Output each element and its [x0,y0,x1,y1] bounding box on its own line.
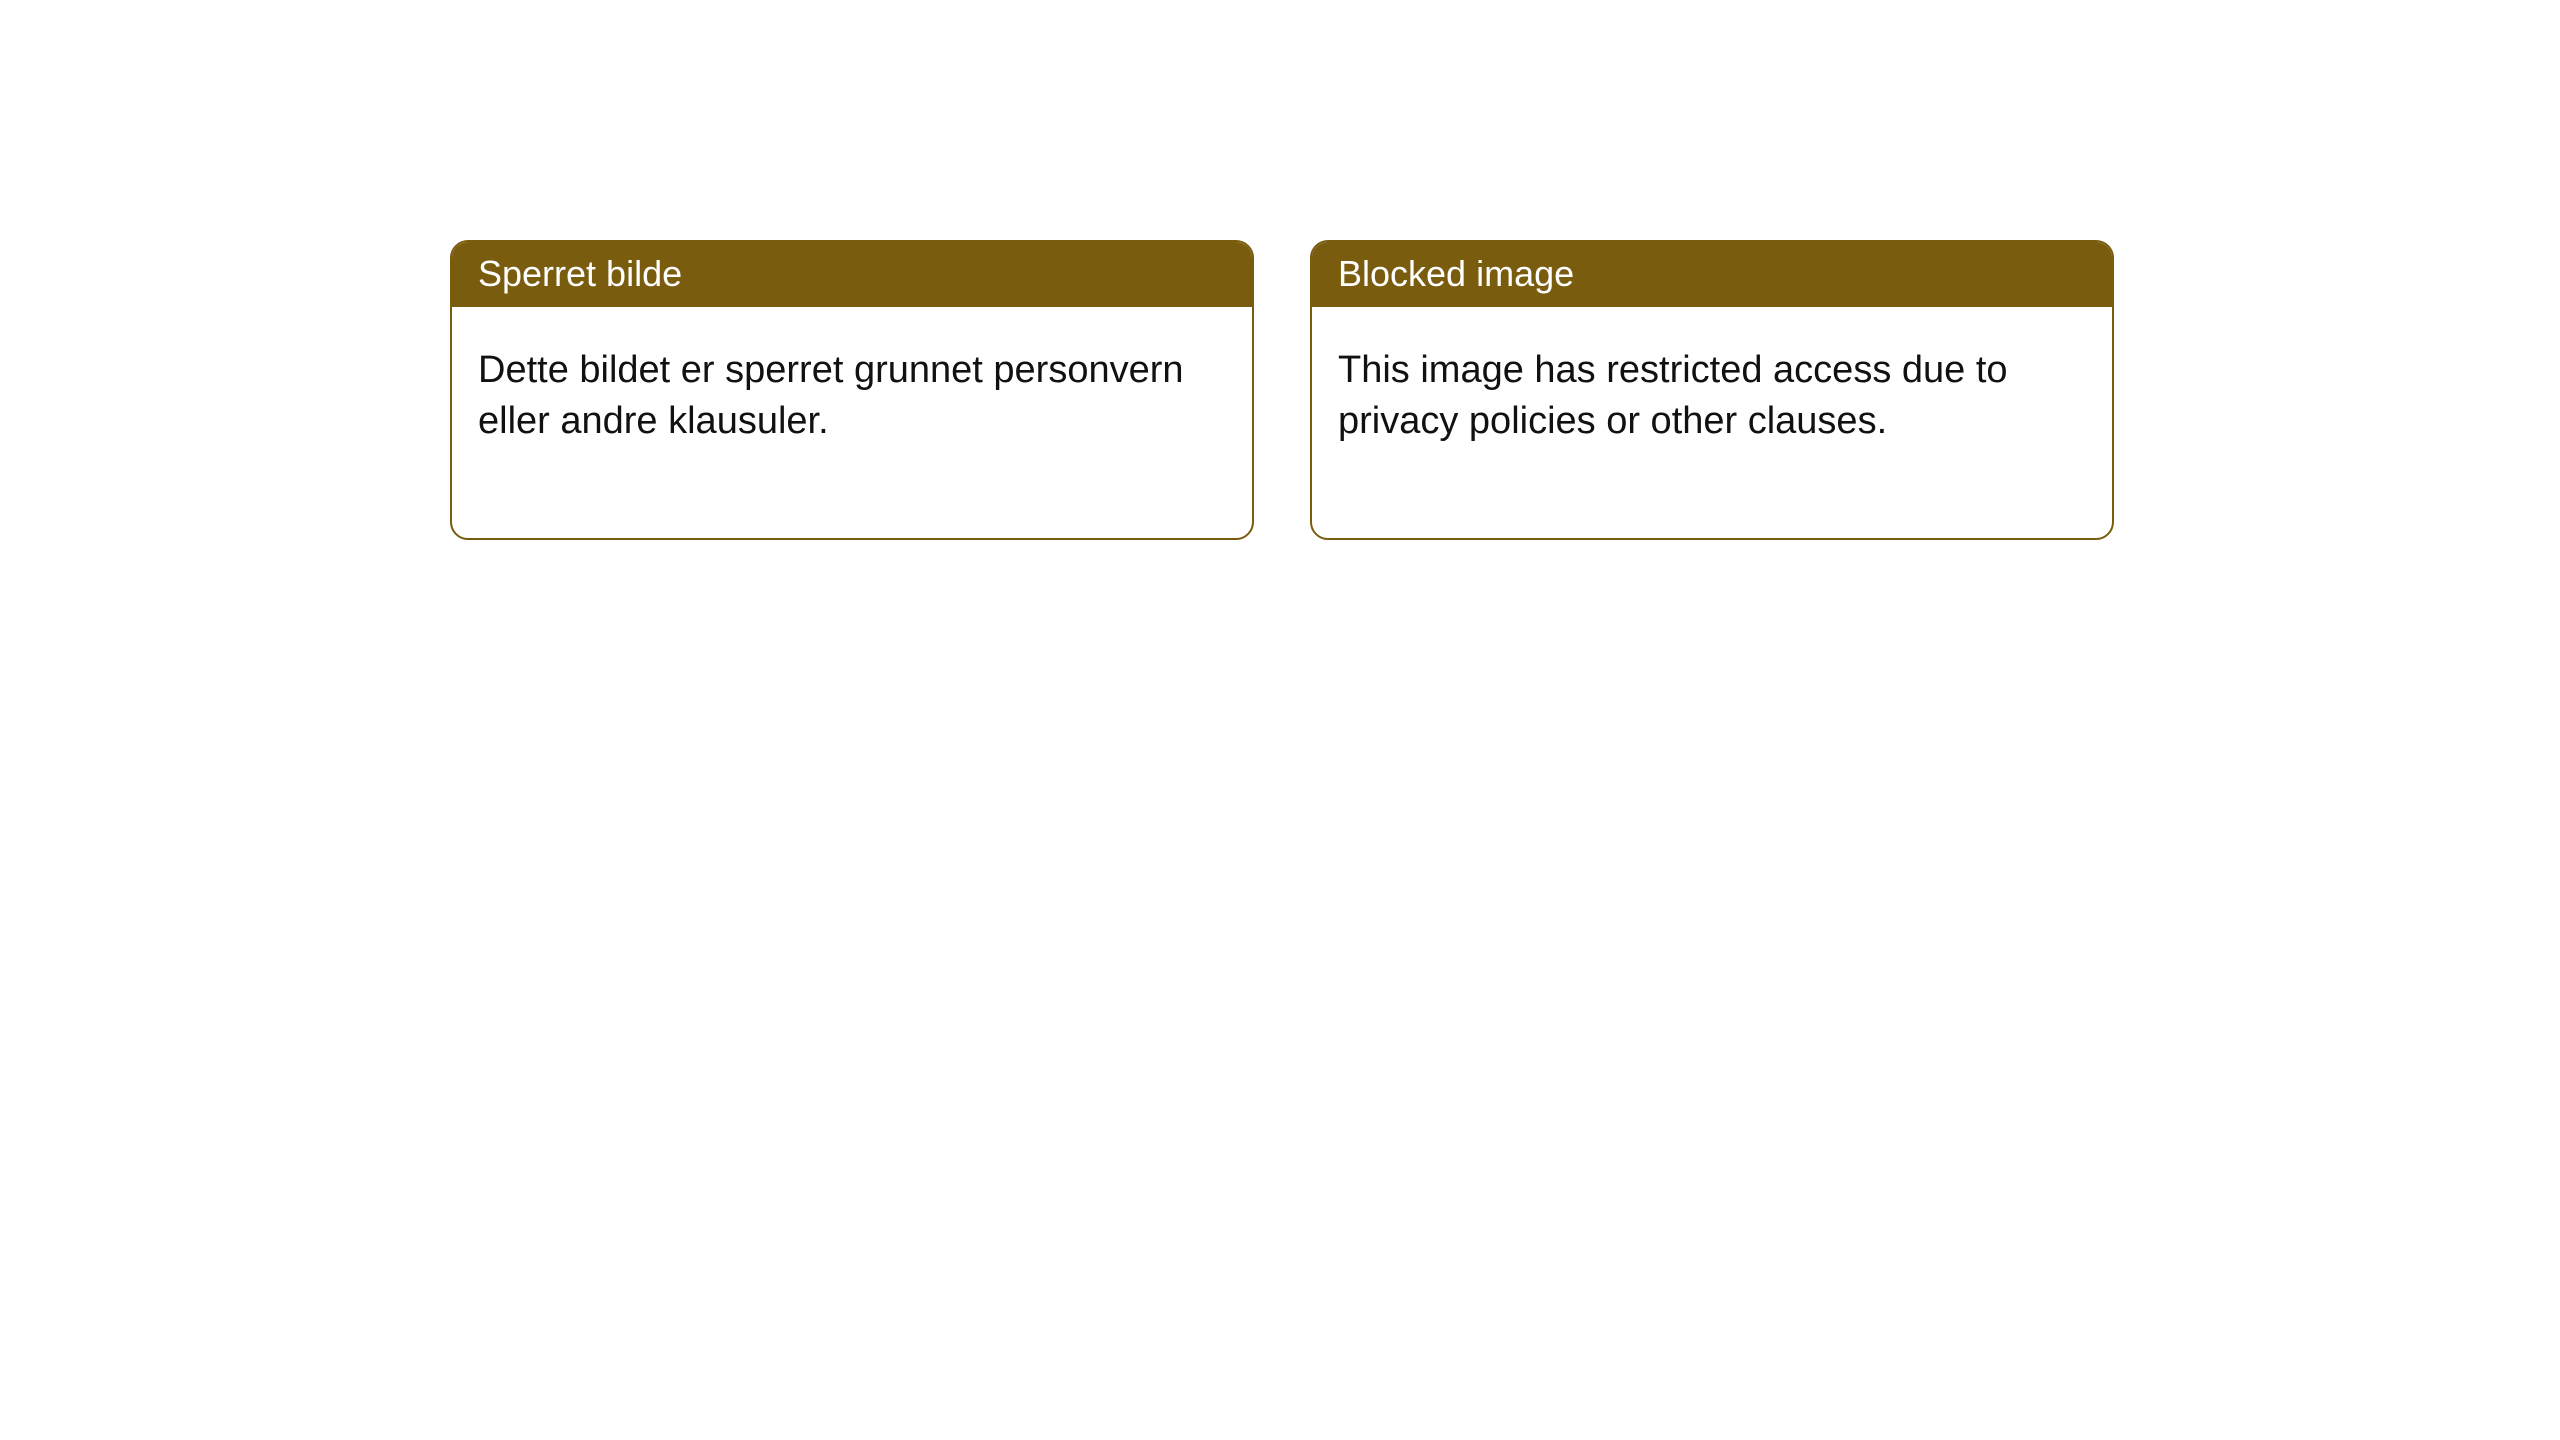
notice-box-english: Blocked image This image has restricted … [1310,240,2114,540]
notice-body: This image has restricted access due to … [1312,307,2112,538]
notice-container: Sperret bilde Dette bildet er sperret gr… [0,0,2560,540]
notice-header: Sperret bilde [452,242,1252,307]
notice-body: Dette bildet er sperret grunnet personve… [452,307,1252,538]
notice-header: Blocked image [1312,242,2112,307]
notice-box-norwegian: Sperret bilde Dette bildet er sperret gr… [450,240,1254,540]
